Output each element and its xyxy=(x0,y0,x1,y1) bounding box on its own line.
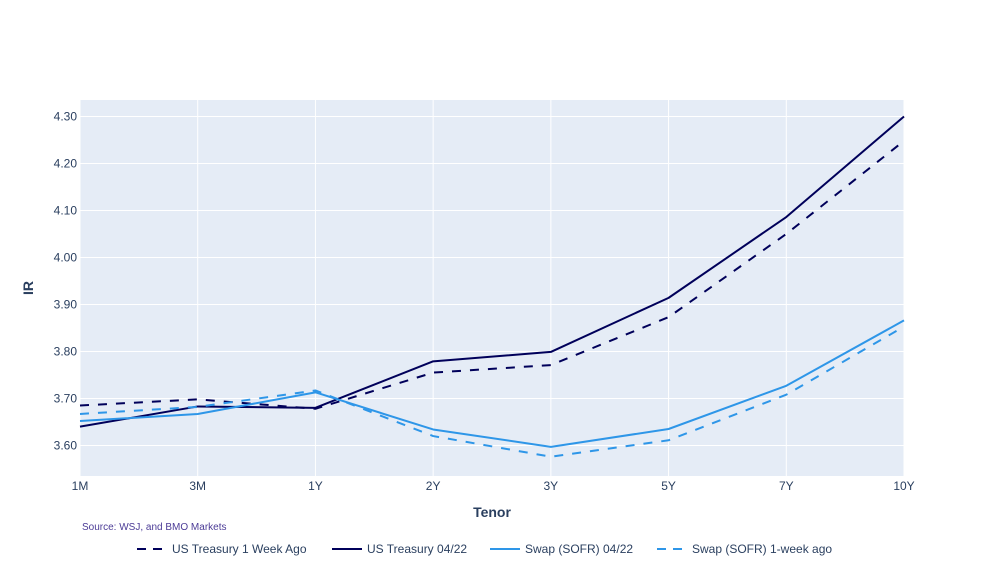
legend-label: Swap (SOFR) 04/22 xyxy=(525,542,633,556)
legend: US Treasury 1 Week Ago US Treasury 04/22 S… xyxy=(137,542,832,556)
x-tick-label: 5Y xyxy=(661,479,676,493)
x-tick-label: 10Y xyxy=(893,479,914,493)
series-line xyxy=(79,325,905,458)
y-tick-label: 4.00 xyxy=(54,250,78,264)
legend-label: US Treasury 04/22 xyxy=(367,542,467,556)
x-tick-label: 1Y xyxy=(308,479,323,493)
y-tick-label: 3.90 xyxy=(54,297,78,311)
x-tick-label: 2Y xyxy=(426,479,441,493)
x-tick-label: 3M xyxy=(189,479,206,493)
y-tick-label: 4.10 xyxy=(54,203,78,217)
source-annotation: Source: WSJ, and BMO Markets xyxy=(82,522,227,533)
x-tick-label: 3Y xyxy=(544,479,559,493)
x-tick-label: 1M xyxy=(72,479,89,493)
x-tick-label: 7Y xyxy=(779,479,794,493)
x-tick-labels: 1M 3M 1Y 2Y 3Y 5Y 7Y 10Y xyxy=(72,479,915,493)
x-axis-title: Tenor xyxy=(473,504,511,520)
series-lines xyxy=(79,115,905,458)
y-axis-title: IR xyxy=(20,281,36,295)
series-line xyxy=(79,140,905,410)
y-tick-label: 3.60 xyxy=(54,438,78,452)
series-line xyxy=(79,115,905,428)
y-tick-label: 4.20 xyxy=(54,156,78,170)
legend-label: US Treasury 1 Week Ago xyxy=(172,542,307,556)
plot-area xyxy=(80,100,904,476)
y-tick-labels: 3.60 3.70 3.80 3.90 4.00 4.10 4.20 4.30 xyxy=(54,109,78,452)
grid-lines xyxy=(79,100,905,476)
y-tick-label: 3.80 xyxy=(54,344,78,358)
y-tick-label: 4.30 xyxy=(54,109,78,123)
legend-label: Swap (SOFR) 1-week ago xyxy=(692,542,832,556)
series-line xyxy=(79,319,905,448)
y-tick-label: 3.70 xyxy=(54,391,78,405)
